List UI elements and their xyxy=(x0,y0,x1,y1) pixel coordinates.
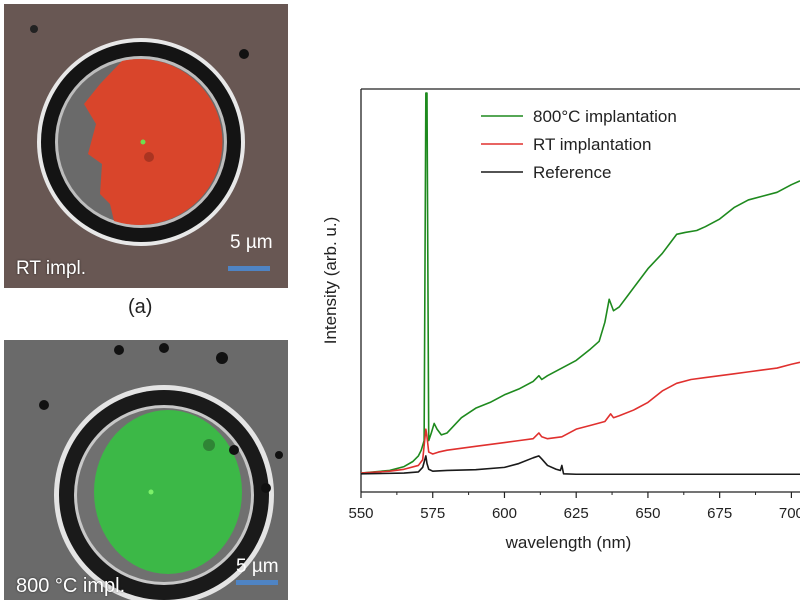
y-axis-label: Intensity (arb. u.) xyxy=(321,217,340,345)
fluorescence-region-rt xyxy=(84,58,223,225)
x-tick-label-700: 700 xyxy=(779,505,800,522)
panel-caption-800c: 800 °C impl. xyxy=(16,575,126,597)
x-tick-label-600: 600 xyxy=(492,505,517,522)
fluorescence-region-800c xyxy=(94,410,242,574)
spectrum-chart: 550 575 600 625 650 675 700 wavelength (nm) Inte… xyxy=(321,88,800,552)
micrograph-800c-image xyxy=(4,340,288,600)
panel-sublabel-a: (a) xyxy=(128,296,153,318)
series-line-2 xyxy=(361,455,800,476)
series-line-1 xyxy=(361,361,800,474)
scale-label-800c: 5 µm xyxy=(236,556,279,577)
series-line-0 xyxy=(361,92,800,474)
x-tick-label-575: 575 xyxy=(420,505,445,522)
micrograph-rt: RT impl. 5 µm xyxy=(4,4,288,288)
x-tick-label-550: 550 xyxy=(348,505,373,522)
micrograph-rt-image xyxy=(4,4,288,288)
scale-label-rt: 5 µm xyxy=(230,232,273,253)
scale-bar-rt xyxy=(228,266,270,271)
center-marker xyxy=(140,139,146,145)
legend-label-2: Reference xyxy=(533,163,611,182)
legend-label-1: RT implantation xyxy=(533,135,651,154)
micrograph-800c: 800 °C impl. 5 µm xyxy=(4,340,288,600)
panel-caption-rt: RT impl. xyxy=(16,258,87,279)
x-tick-label-675: 675 xyxy=(707,505,732,522)
scale-bar-800c xyxy=(236,580,278,585)
center-marker xyxy=(148,489,154,495)
x-tick-label-650: 650 xyxy=(635,505,660,522)
x-axis-label: wavelength (nm) xyxy=(505,533,632,552)
legend-label-0: 800°C implantation xyxy=(533,107,677,126)
x-tick-label-625: 625 xyxy=(564,505,589,522)
